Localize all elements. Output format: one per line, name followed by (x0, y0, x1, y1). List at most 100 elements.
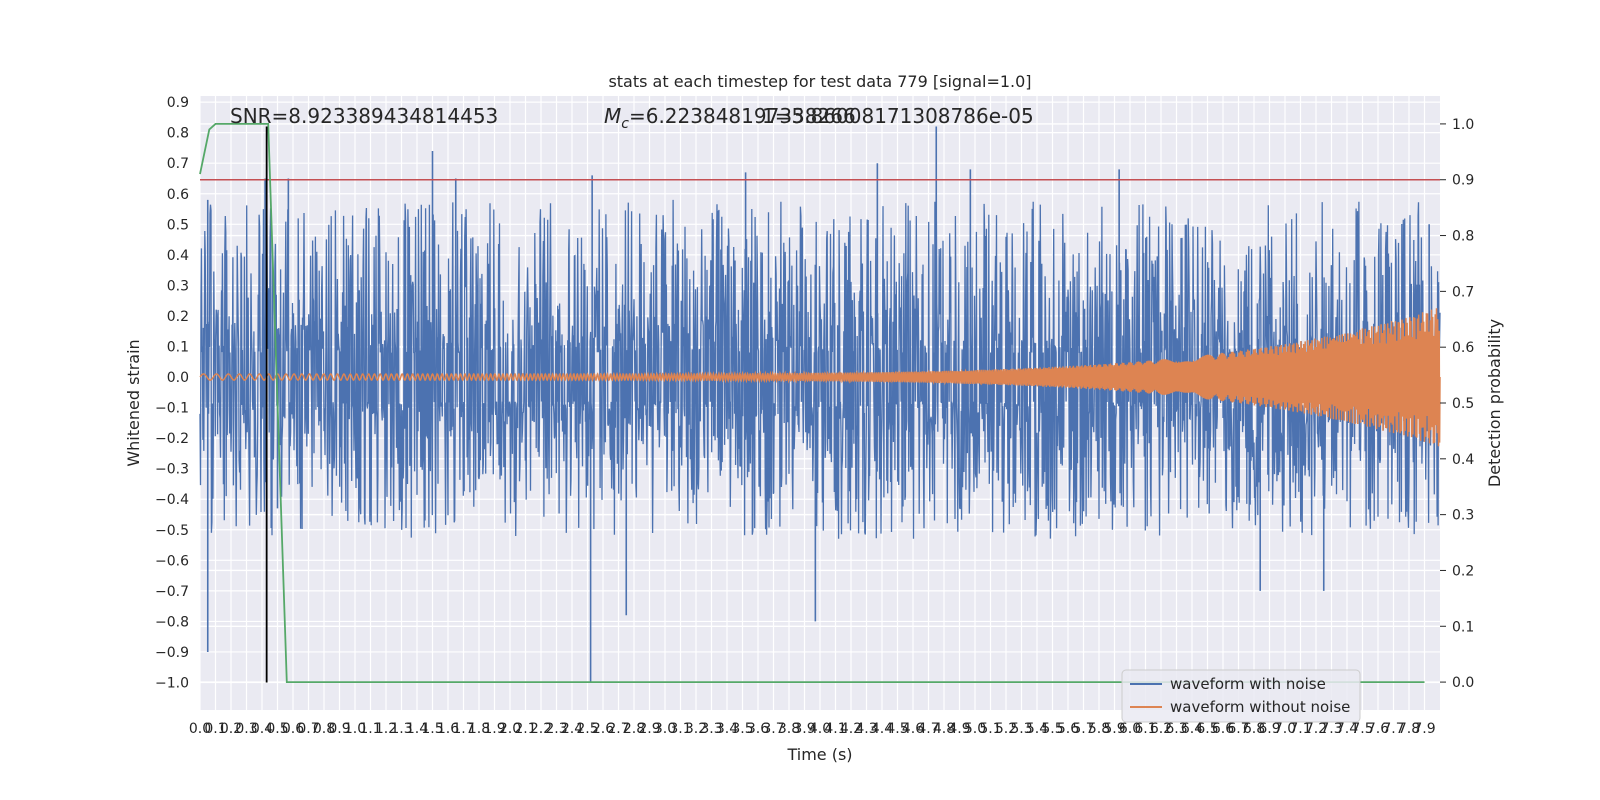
x-tick-label: 2.6 (592, 721, 614, 737)
x-tick-label: 5.6 (1057, 721, 1079, 737)
x-tick-label: 1.0 (344, 721, 366, 737)
snr-annotation: SNR=8.923389434814453 (230, 104, 498, 128)
clean-waveform-line (199, 308, 1441, 447)
x-tick-label: 5.3 (1010, 721, 1032, 737)
chirp-mass-symbol: M (604, 104, 621, 128)
x-tick-label: 2.4 (561, 721, 583, 737)
x-tick-label: 7.4 (1336, 721, 1358, 737)
right-y-tick-label: 0.7 (1452, 284, 1474, 300)
x-tick-label: 5.8 (1088, 721, 1110, 737)
x-tick-label: 3.3 (700, 721, 722, 737)
x-tick-label: 0.2 (220, 721, 242, 737)
x-tick-label: 3.8 (778, 721, 800, 737)
x-tick-label: 0.1 (204, 721, 226, 737)
x-tick-label: 6.8 (1243, 721, 1265, 737)
x-tick-label: 7.1 (1289, 721, 1311, 737)
right-y-tick-label: 0.8 (1452, 229, 1474, 245)
y-tick-label: −0.7 (155, 584, 189, 600)
right-y-tick-label: 0.4 (1452, 452, 1474, 468)
x-tick-label: 6.6 (1212, 721, 1234, 737)
x-tick-label: 4.4 (871, 721, 893, 737)
x-tick-label: 1.9 (483, 721, 505, 737)
x-tick-label: 1.5 (421, 721, 443, 737)
right-y-tick-label: 0.2 (1452, 563, 1474, 579)
x-tick-label: 1.4 (406, 721, 428, 737)
x-tick-label: 0.3 (235, 721, 257, 737)
x-axis-ticks: 0.00.10.20.30.40.50.60.70.80.91.01.11.21… (189, 721, 1436, 737)
noise-waveform-line (199, 199, 1441, 539)
y-tick-label: −0.1 (155, 401, 189, 417)
overlay-lines (199, 123, 1440, 683)
x-tick-label: 1.2 (375, 721, 397, 737)
x-tick-label: 4.5 (886, 721, 908, 737)
x-tick-label: 3.5 (731, 721, 753, 737)
x-tick-label: 5.2 (995, 721, 1017, 737)
x-tick-label: 1.6 (437, 721, 459, 737)
y-tick-label: −0.6 (155, 553, 189, 569)
x-tick-label: 7.9 (1413, 721, 1435, 737)
chirp-mass-value: =6.223848197338266 (629, 104, 856, 128)
y-tick-label: 0.9 (167, 95, 189, 111)
x-tick-label: 2.9 (638, 721, 660, 737)
y-tick-label: 0.4 (167, 248, 189, 264)
x-tick-label: 4.9 (948, 721, 970, 737)
x-tick-label: 4.1 (824, 721, 846, 737)
x-tick-label: 7.8 (1398, 721, 1420, 737)
x-tick-label: 4.8 (933, 721, 955, 737)
x-tick-label: 7.2 (1305, 721, 1327, 737)
x-tick-label: 6.7 (1227, 721, 1249, 737)
x-tick-label: 3.4 (716, 721, 738, 737)
y-tick-label: 0.6 (167, 187, 189, 203)
y-axis-ticks: 0.9 0.8 0.7 0.6 0.5 0.4 0.3 0.2 0.1 0.0 −0.1 −0.2 −0… (155, 95, 189, 691)
x-tick-label: 3.9 (793, 721, 815, 737)
x-tick-label: 4.7 (917, 721, 939, 737)
y-tick-label: −0.3 (155, 462, 189, 478)
y-tick-label: 0.7 (167, 156, 189, 172)
x-tick-label: 7.3 (1320, 721, 1342, 737)
x-tick-label: 3.0 (654, 721, 676, 737)
noise-waveform-series (199, 126, 1441, 683)
x-tick-label: 6.3 (1165, 721, 1187, 737)
right-y-tick-label: 0.3 (1452, 508, 1474, 524)
x-tick-label: 0.9 (328, 721, 350, 737)
x-tick-label: 6.1 (1134, 721, 1156, 737)
y-tick-label: −0.2 (155, 431, 189, 447)
legend-box (1121, 669, 1361, 723)
legend: waveform with noise waveform without noi… (1121, 669, 1361, 723)
x-tick-label: 5.4 (1026, 721, 1048, 737)
x-tick-label: 0.8 (313, 721, 335, 737)
y-tick-label: 0.8 (167, 126, 189, 142)
x-tick-label: 5.9 (1103, 721, 1125, 737)
x-tick-label: 0.0 (189, 721, 211, 737)
chirp-mass-annotation: Mc=6.223848197338266 (604, 104, 856, 132)
y-axis-label: Whitened strain (124, 339, 143, 466)
y-tick-label: −1.0 (155, 676, 189, 692)
y-tick-label: 0.1 (167, 339, 189, 355)
x-tick-label: 0.4 (251, 721, 273, 737)
x-tick-label: 5.0 (964, 721, 986, 737)
x-tick-label: 6.4 (1181, 721, 1203, 737)
x-tick-label: 6.5 (1196, 721, 1218, 737)
x-tick-label: 2.1 (514, 721, 536, 737)
x-tick-label: 0.6 (282, 721, 304, 737)
x-tick-label: 3.6 (747, 721, 769, 737)
x-tick-label: 7.7 (1382, 721, 1404, 737)
x-tick-label: 7.5 (1351, 721, 1373, 737)
x-tick-label: 4.2 (840, 721, 862, 737)
x-tick-label: 0.7 (297, 721, 319, 737)
x-tick-label: 1.3 (390, 721, 412, 737)
x-tick-label: 5.5 (1041, 721, 1063, 737)
x-tick-label: 4.0 (809, 721, 831, 737)
x-tick-label: 0.5 (266, 721, 288, 737)
right-y-tick-label: 0.9 (1452, 173, 1474, 189)
x-tick-label: 5.1 (979, 721, 1001, 737)
x-tick-label: 2.7 (607, 721, 629, 737)
y-tick-label: 0.3 (167, 278, 189, 294)
x-tick-label: 6.9 (1258, 721, 1280, 737)
x-tick-label: 2.0 (499, 721, 521, 737)
y-tick-label: −0.5 (155, 523, 189, 539)
x-tick-label: 5.7 (1072, 721, 1094, 737)
chirp-mass-subscript: c (621, 116, 629, 132)
y-tick-label: −0.4 (155, 492, 189, 508)
